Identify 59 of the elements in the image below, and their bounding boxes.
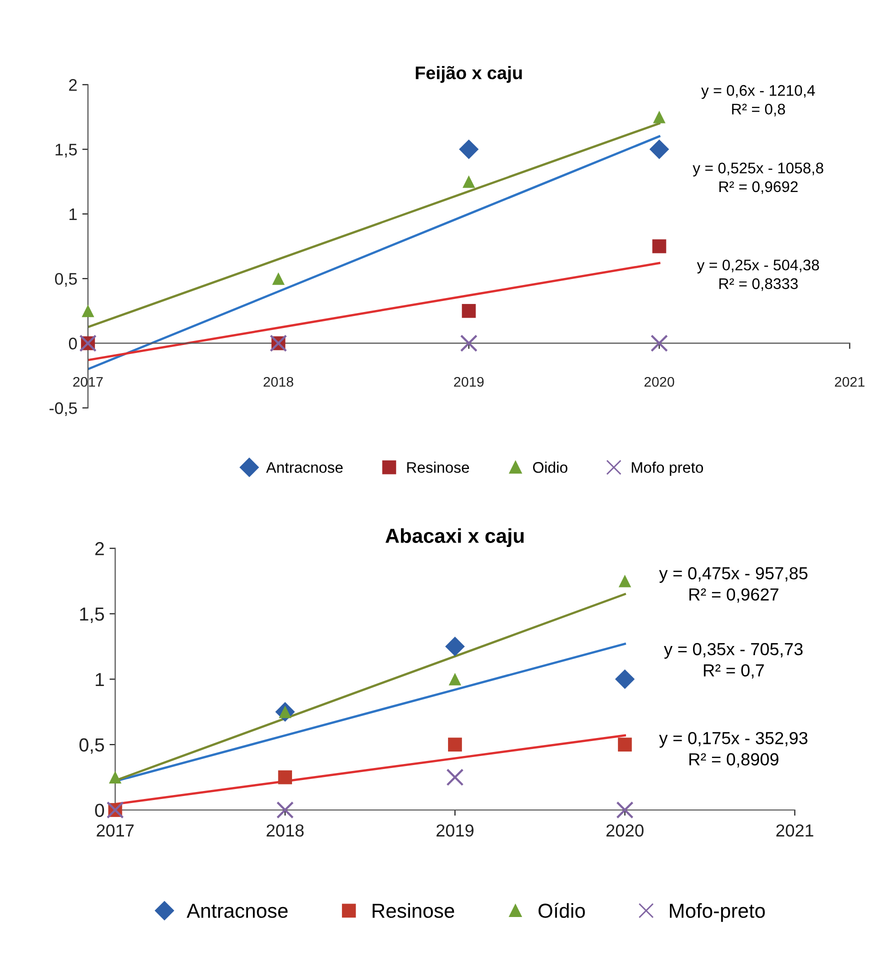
annotation: y = 0,175x - 352,93 R² = 0,8909 bbox=[659, 732, 808, 768]
x-tick-label: 2021 bbox=[776, 824, 814, 837]
x-tick-label: 2019 bbox=[436, 824, 474, 837]
y-tick-label: 2 bbox=[95, 542, 104, 556]
x-tick-label: 2018 bbox=[266, 824, 304, 837]
point bbox=[82, 304, 94, 318]
x-tick-label: 2021 bbox=[834, 376, 864, 387]
point bbox=[448, 672, 462, 686]
point bbox=[278, 770, 292, 784]
y-tick-label: -0,5 bbox=[50, 402, 77, 416]
legend-label: Mofo preto bbox=[632, 462, 704, 476]
point bbox=[618, 738, 632, 752]
point bbox=[448, 738, 462, 752]
point bbox=[446, 768, 464, 786]
legend-label: Mofo-preto bbox=[670, 903, 765, 922]
point bbox=[652, 239, 666, 254]
y-tick-label: 1,5 bbox=[80, 608, 104, 623]
line-series bbox=[88, 135, 660, 370]
point bbox=[462, 304, 476, 318]
point bbox=[653, 110, 666, 124]
legend-label: Resinose bbox=[407, 462, 470, 473]
point bbox=[459, 139, 479, 160]
y-tick-label: 0 bbox=[68, 338, 77, 350]
point bbox=[460, 334, 478, 352]
x-tick-label: 2020 bbox=[644, 376, 674, 387]
y-tick-label: 0,5 bbox=[55, 272, 77, 287]
annotation: y = 0,475x - 957,85 R² = 0,9627 bbox=[659, 567, 808, 603]
x-tick-label: 2018 bbox=[264, 376, 294, 387]
annotation: y = 0,35x - 705,73 R² = 0,7 bbox=[664, 642, 803, 679]
legend-label: Oidio bbox=[533, 462, 568, 473]
point bbox=[650, 334, 668, 352]
point bbox=[618, 574, 632, 588]
legend-label: Oídio bbox=[538, 902, 585, 918]
y-tick-label: 1 bbox=[96, 673, 104, 686]
y-tick-label: 1,5 bbox=[56, 144, 77, 158]
point bbox=[276, 801, 294, 819]
y-tick-label: 1 bbox=[70, 208, 77, 220]
x-tick-label: 2019 bbox=[454, 376, 484, 387]
x-tick-label: 2017 bbox=[96, 824, 134, 837]
chart-title: Feijão x caju bbox=[416, 66, 522, 83]
point bbox=[649, 139, 670, 160]
point bbox=[616, 801, 634, 819]
legend-label: Antracnose bbox=[266, 462, 343, 473]
annotation: y = 0,525x - 1058,8 R² = 0,9692 bbox=[692, 162, 824, 194]
line-series bbox=[88, 262, 660, 362]
y-tick-label: 0 bbox=[95, 804, 104, 817]
point bbox=[272, 272, 285, 285]
y-tick-label: 0,5 bbox=[79, 738, 104, 754]
legend-label: Resinose bbox=[372, 903, 454, 918]
chart-title: Abacaxi x caju bbox=[386, 528, 524, 547]
legend-label: Antracnose bbox=[186, 904, 288, 918]
point bbox=[615, 669, 635, 689]
point bbox=[108, 771, 122, 784]
point bbox=[445, 636, 465, 656]
point bbox=[462, 175, 476, 188]
x-tick-label: 2020 bbox=[606, 824, 644, 837]
annotation: y = 0,6x - 1210,4 R² = 0,8 bbox=[701, 85, 815, 116]
y-tick-label: 2 bbox=[69, 79, 77, 91]
annotation: y = 0,25x - 504,38 R² = 0,8333 bbox=[696, 260, 819, 291]
